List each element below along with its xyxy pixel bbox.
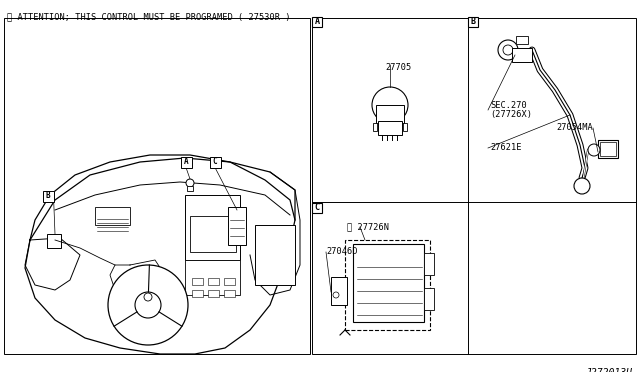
Bar xyxy=(42,190,54,202)
Circle shape xyxy=(498,40,518,60)
Text: A: A xyxy=(314,17,319,26)
Text: ※ 27726N: ※ 27726N xyxy=(347,222,389,231)
Bar xyxy=(312,18,636,354)
Bar xyxy=(312,17,322,27)
Bar xyxy=(468,17,478,27)
Bar xyxy=(185,195,240,260)
Bar xyxy=(190,216,236,252)
Text: 27621E: 27621E xyxy=(490,144,522,153)
Text: ※ ATTENTION; THIS CONTROL MUST BE PROGRAMED ( 27530R ): ※ ATTENTION; THIS CONTROL MUST BE PROGRA… xyxy=(7,12,291,21)
Bar xyxy=(345,240,430,330)
Bar xyxy=(187,186,193,191)
Circle shape xyxy=(503,45,513,55)
Bar xyxy=(95,207,130,225)
Circle shape xyxy=(372,87,408,123)
Bar xyxy=(598,140,618,158)
Bar xyxy=(180,157,191,167)
Text: C: C xyxy=(212,157,218,167)
Circle shape xyxy=(333,292,339,298)
Bar xyxy=(224,290,235,297)
Text: A: A xyxy=(184,157,188,167)
Bar xyxy=(516,36,528,44)
Bar xyxy=(424,288,434,310)
Bar xyxy=(600,142,616,156)
Text: 27054MA: 27054MA xyxy=(556,124,593,132)
Bar xyxy=(331,277,347,305)
Bar xyxy=(209,157,221,167)
Bar xyxy=(376,105,404,123)
Text: J272013U: J272013U xyxy=(585,368,632,372)
Bar xyxy=(192,278,203,285)
Text: SEC.270: SEC.270 xyxy=(490,100,527,109)
Circle shape xyxy=(588,144,600,156)
Circle shape xyxy=(135,292,161,318)
Circle shape xyxy=(144,293,152,301)
Text: 27705: 27705 xyxy=(385,64,412,73)
Bar xyxy=(255,225,295,285)
Bar xyxy=(224,278,235,285)
Bar xyxy=(208,278,219,285)
Bar xyxy=(192,290,203,297)
Bar xyxy=(373,123,377,131)
Circle shape xyxy=(108,265,188,345)
Bar xyxy=(378,121,402,135)
Text: 27046D: 27046D xyxy=(326,247,358,257)
Bar xyxy=(4,18,310,354)
Bar xyxy=(208,290,219,297)
Bar xyxy=(312,203,322,213)
Circle shape xyxy=(186,179,194,187)
Text: (27726X): (27726X) xyxy=(490,110,532,119)
Circle shape xyxy=(574,178,590,194)
Text: B: B xyxy=(470,17,476,26)
Bar xyxy=(512,48,532,62)
Text: C: C xyxy=(314,203,319,212)
Bar xyxy=(228,207,246,245)
Bar xyxy=(47,234,61,248)
Bar xyxy=(403,123,407,131)
Bar xyxy=(353,244,424,322)
Text: B: B xyxy=(45,192,51,201)
Bar xyxy=(185,260,240,295)
Bar xyxy=(424,253,434,275)
